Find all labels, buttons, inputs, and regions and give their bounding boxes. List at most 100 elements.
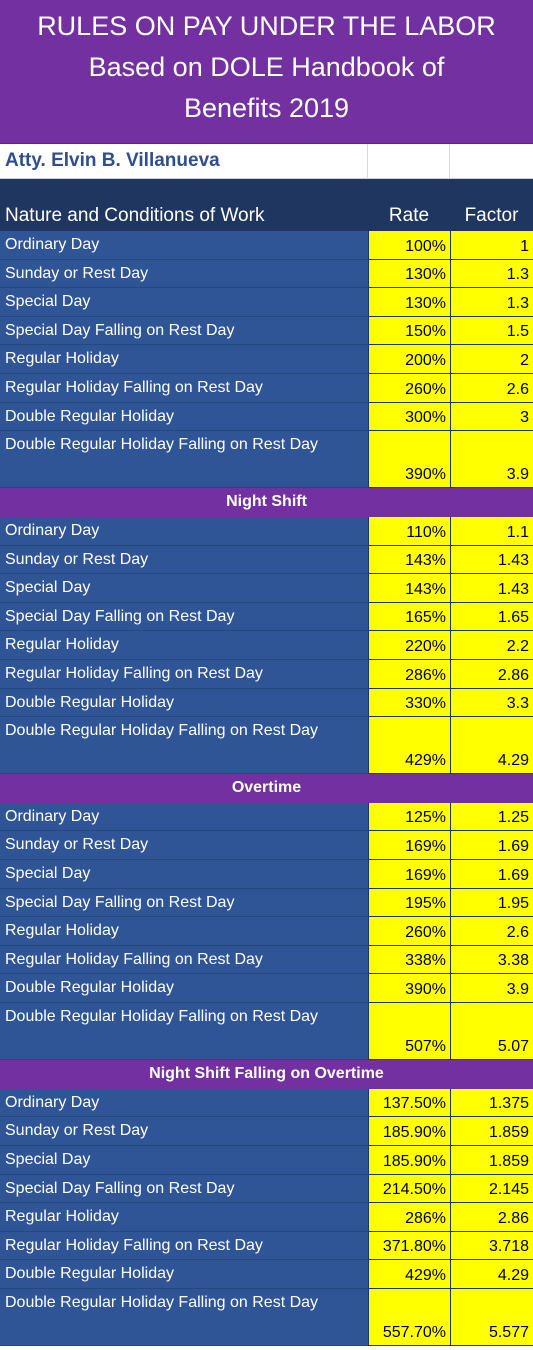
condition-cell[interactable]: Special Day Falling on Rest Day	[0, 888, 368, 918]
rate-cell[interactable]: 338%	[368, 945, 450, 975]
condition-cell[interactable]: Sunday or Rest Day	[0, 831, 368, 861]
factor-cell[interactable]: 3.9	[450, 431, 533, 489]
condition-cell[interactable]: Regular Holiday Falling on Rest Day	[0, 945, 368, 975]
rate-cell[interactable]: 137.50%	[368, 1088, 450, 1118]
factor-cell[interactable]: 1.375	[450, 1088, 533, 1118]
factor-cell[interactable]: 1.43	[450, 545, 533, 575]
factor-cell[interactable]: 1.25	[450, 802, 533, 832]
empty-cell[interactable]	[366, 144, 450, 178]
author-name[interactable]: Atty. Elvin B. Villanueva	[5, 150, 220, 171]
factor-cell[interactable]: 3.718	[450, 1231, 533, 1261]
rate-cell[interactable]: 220%	[368, 631, 450, 660]
rate-cell[interactable]: 130%	[368, 288, 450, 317]
rate-cell[interactable]: 429%	[368, 1260, 450, 1289]
rate-cell[interactable]: 507%	[368, 1003, 450, 1061]
factor-cell[interactable]: 2.86	[450, 1203, 533, 1232]
condition-cell[interactable]: Double Regular Holiday Falling on Rest D…	[0, 1003, 368, 1061]
rate-cell[interactable]: 125%	[368, 802, 450, 832]
condition-cell[interactable]: Special Day Falling on Rest Day	[0, 1174, 368, 1204]
rate-cell[interactable]: 165%	[368, 602, 450, 632]
factor-cell[interactable]: 4.29	[450, 1260, 533, 1289]
factor-cell[interactable]: 1.65	[450, 602, 533, 632]
condition-cell[interactable]: Special Day Falling on Rest Day	[0, 602, 368, 632]
factor-cell[interactable]: 1.43	[450, 574, 533, 603]
factor-cell[interactable]: 4.29	[450, 717, 533, 775]
factor-cell[interactable]: 1.95	[450, 888, 533, 918]
factor-cell[interactable]: 1.859	[450, 1117, 533, 1146]
rate-cell[interactable]: 200%	[368, 345, 450, 374]
rate-cell[interactable]: 330%	[368, 688, 450, 718]
condition-cell[interactable]: Double Regular Holiday	[0, 1260, 368, 1289]
rate-cell[interactable]: 390%	[368, 974, 450, 1004]
factor-cell[interactable]: 3.9	[450, 974, 533, 1004]
condition-cell[interactable]: Double Regular Holiday Falling on Rest D…	[0, 1288, 368, 1347]
factor-cell[interactable]: 2	[450, 345, 533, 374]
factor-cell[interactable]: 3	[450, 402, 533, 432]
factor-cell[interactable]: 1.69	[450, 860, 533, 889]
rate-cell[interactable]: 185.90%	[368, 1146, 450, 1175]
condition-cell[interactable]: Ordinary Day	[0, 802, 368, 832]
rate-cell[interactable]: 169%	[368, 860, 450, 889]
factor-cell[interactable]: 1.1	[450, 516, 533, 546]
rate-cell[interactable]: 143%	[368, 574, 450, 603]
section-heading[interactable]: Night Shift	[0, 488, 533, 517]
condition-cell[interactable]: Regular Holiday Falling on Rest Day	[0, 659, 368, 689]
factor-cell[interactable]: 1.69	[450, 831, 533, 861]
factor-cell[interactable]: 1	[450, 231, 533, 260]
rate-cell[interactable]: 195%	[368, 888, 450, 918]
condition-cell[interactable]: Double Regular Holiday	[0, 688, 368, 718]
rate-cell[interactable]: 260%	[368, 373, 450, 403]
factor-cell[interactable]: 1.3	[450, 259, 533, 289]
rate-cell[interactable]: 185.90%	[368, 1117, 450, 1146]
factor-cell[interactable]: 2.145	[450, 1174, 533, 1204]
rate-cell[interactable]: 260%	[368, 917, 450, 946]
rate-cell[interactable]: 286%	[368, 1203, 450, 1232]
factor-cell[interactable]: 5.577	[450, 1288, 533, 1347]
condition-cell[interactable]: Special Day Falling on Rest Day	[0, 316, 368, 346]
factor-cell[interactable]: 2.6	[450, 373, 533, 403]
condition-cell[interactable]: Ordinary Day	[0, 516, 368, 546]
condition-cell[interactable]: Regular Holiday	[0, 631, 368, 660]
condition-cell[interactable]: Ordinary Day	[0, 231, 368, 260]
condition-cell[interactable]: Special Day	[0, 574, 368, 603]
condition-cell[interactable]: Double Regular Holiday Falling on Rest D…	[0, 717, 368, 775]
factor-cell[interactable]: 2.6	[450, 917, 533, 946]
condition-cell[interactable]: Special Day	[0, 288, 368, 317]
header-nature[interactable]: Nature and Conditions of Work	[5, 205, 265, 226]
section-heading[interactable]: Overtime	[0, 774, 533, 803]
condition-cell[interactable]: Regular Holiday	[0, 345, 368, 374]
rate-cell[interactable]: 429%	[368, 717, 450, 775]
condition-cell[interactable]: Sunday or Rest Day	[0, 1117, 368, 1146]
rate-cell[interactable]: 286%	[368, 659, 450, 689]
condition-cell[interactable]: Regular Holiday	[0, 1203, 368, 1232]
condition-cell[interactable]: Sunday or Rest Day	[0, 259, 368, 289]
condition-cell[interactable]: Double Regular Holiday	[0, 402, 368, 432]
factor-cell[interactable]: 1.3	[450, 288, 533, 317]
section-heading[interactable]: Night Shift Falling on Overtime	[0, 1060, 533, 1089]
empty-cell[interactable]	[449, 144, 533, 178]
factor-cell[interactable]: 1.859	[450, 1146, 533, 1175]
condition-cell[interactable]: Regular Holiday	[0, 917, 368, 946]
rate-cell[interactable]: 390%	[368, 431, 450, 489]
rate-cell[interactable]: 169%	[368, 831, 450, 861]
rate-cell[interactable]: 150%	[368, 316, 450, 346]
factor-cell[interactable]: 5.07	[450, 1003, 533, 1061]
condition-cell[interactable]: Double Regular Holiday Falling on Rest D…	[0, 431, 368, 489]
rate-cell[interactable]: 100%	[368, 231, 450, 260]
factor-cell[interactable]: 2.86	[450, 659, 533, 689]
factor-cell[interactable]: 3.38	[450, 945, 533, 975]
rate-cell[interactable]: 371.80%	[368, 1231, 450, 1261]
condition-cell[interactable]: Double Regular Holiday	[0, 974, 368, 1004]
condition-cell[interactable]: Regular Holiday Falling on Rest Day	[0, 373, 368, 403]
factor-cell[interactable]: 1.5	[450, 316, 533, 346]
condition-cell[interactable]: Special Day	[0, 1146, 368, 1175]
condition-cell[interactable]: Regular Holiday Falling on Rest Day	[0, 1231, 368, 1261]
rate-cell[interactable]: 143%	[368, 545, 450, 575]
condition-cell[interactable]: Sunday or Rest Day	[0, 545, 368, 575]
factor-cell[interactable]: 2.2	[450, 631, 533, 660]
rate-cell[interactable]: 300%	[368, 402, 450, 432]
rate-cell[interactable]: 130%	[368, 259, 450, 289]
rate-cell[interactable]: 557.70%	[368, 1288, 450, 1347]
rate-cell[interactable]: 110%	[368, 516, 450, 546]
header-factor[interactable]: Factor	[464, 205, 519, 226]
